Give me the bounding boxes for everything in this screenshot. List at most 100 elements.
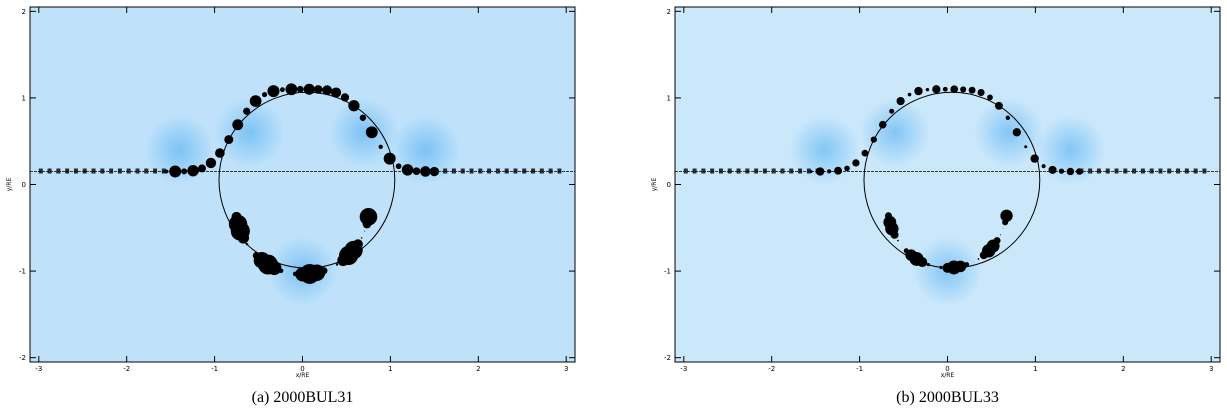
x-tick-label: 0 bbox=[945, 365, 949, 373]
y-tick-label: 0 bbox=[22, 181, 26, 189]
caustic-streak bbox=[1167, 168, 1172, 174]
caustic-streak bbox=[38, 168, 43, 174]
caustic-streak bbox=[135, 168, 140, 174]
x-tick-label: 2 bbox=[1121, 365, 1125, 373]
caustic-blob bbox=[359, 114, 367, 121]
caustic-streak bbox=[1132, 168, 1137, 174]
caustic-blob bbox=[914, 86, 923, 96]
x-tick-label: 1 bbox=[1033, 365, 1037, 373]
caustic-blob bbox=[359, 208, 378, 226]
panel: -3 -2 -1 0 1 2 3 -2 -1 0 1 2 x/RE y/RE (a) 2000BUL31 bbox=[6, 6, 576, 406]
caustic-streak bbox=[1202, 168, 1207, 174]
caustic-blob bbox=[320, 267, 328, 275]
caustic-blob bbox=[844, 165, 850, 172]
caustic-blob bbox=[187, 164, 199, 177]
caustic-streak bbox=[754, 168, 759, 174]
glow bbox=[859, 97, 930, 168]
caustic-blob bbox=[205, 157, 217, 169]
caustic-blob bbox=[977, 258, 980, 260]
caustic-blob bbox=[932, 85, 941, 94]
caustic-streak bbox=[495, 168, 500, 174]
caustic-blob bbox=[313, 85, 323, 94]
x-tick-label: -3 bbox=[35, 365, 42, 373]
x-tick-label: 0 bbox=[300, 365, 304, 373]
caustic-blob bbox=[907, 92, 912, 97]
glow bbox=[974, 97, 1045, 168]
caustic-blob bbox=[942, 86, 948, 92]
caustic-blob bbox=[296, 85, 304, 93]
caustic-blob bbox=[335, 263, 339, 266]
caustic-blob bbox=[237, 232, 250, 244]
caustic-blob bbox=[303, 83, 315, 95]
caustic-streak bbox=[1105, 168, 1110, 174]
caustic-streak bbox=[710, 168, 715, 174]
caustic-streak bbox=[1140, 168, 1145, 174]
caustic-blob bbox=[1002, 228, 1004, 230]
y-axis-label: y/RE bbox=[6, 178, 13, 192]
einstein-ring bbox=[218, 91, 396, 269]
y-tick-label: 1 bbox=[667, 94, 671, 102]
caustic-blob bbox=[261, 91, 268, 98]
x-tick-label: -1 bbox=[211, 365, 218, 373]
x-tick-label: -1 bbox=[856, 365, 863, 373]
caustic-blob bbox=[352, 239, 363, 250]
caustic-streak bbox=[56, 168, 61, 174]
caustic-streak bbox=[683, 168, 688, 174]
y-tick-label: 1 bbox=[22, 94, 26, 102]
caustic-blob bbox=[365, 126, 378, 139]
caustic-blob bbox=[420, 166, 431, 177]
caustic-blob bbox=[1012, 128, 1021, 137]
caustic-blob bbox=[993, 237, 1001, 245]
caustic-blob bbox=[308, 264, 326, 281]
caustic-streak bbox=[460, 168, 465, 174]
caustic-blob bbox=[278, 268, 284, 274]
caustic-blob bbox=[950, 85, 959, 94]
caustic-streak bbox=[153, 168, 158, 174]
caustic-streak bbox=[47, 168, 52, 174]
caustic-streak bbox=[762, 168, 767, 174]
caustic-streak bbox=[1149, 168, 1154, 174]
caustic-streak bbox=[780, 168, 785, 174]
x-axis-label: x/RE bbox=[296, 372, 310, 379]
caustic-blob bbox=[243, 107, 251, 115]
glow bbox=[329, 97, 400, 168]
x-tick-label: 1 bbox=[388, 365, 392, 373]
caustic-blob bbox=[378, 144, 383, 149]
caustic-streak bbox=[701, 168, 706, 174]
caustic-streak bbox=[1088, 168, 1093, 174]
caustic-blob bbox=[1000, 209, 1013, 222]
x-tick-label: -2 bbox=[768, 365, 775, 373]
caustic-streak bbox=[815, 168, 820, 174]
caustic-blob bbox=[852, 159, 860, 167]
panel: -3 -2 -1 0 1 2 3 -2 -1 0 1 2 x/RE y/RE (b) 2000BUL33 bbox=[651, 6, 1221, 406]
caustic-blob bbox=[861, 149, 869, 157]
caustic-blob bbox=[285, 83, 298, 96]
caustic-streak bbox=[469, 168, 474, 174]
caustic-blob bbox=[1005, 115, 1011, 121]
caustic-streak bbox=[531, 168, 536, 174]
caustic-blob bbox=[267, 85, 280, 98]
x-tick-label: -2 bbox=[123, 365, 130, 373]
caustic-blob bbox=[1024, 145, 1028, 149]
caustic-streak bbox=[109, 168, 114, 174]
caustic-streak bbox=[434, 168, 439, 174]
caustic-streak bbox=[504, 168, 509, 174]
caustic-blob bbox=[383, 152, 396, 165]
caustic-blob bbox=[1041, 164, 1046, 169]
caustic-blob bbox=[395, 163, 402, 170]
glow bbox=[789, 114, 860, 185]
caustic-streak bbox=[692, 168, 697, 174]
caustic-streak bbox=[161, 168, 166, 174]
caustic-streak bbox=[557, 168, 562, 174]
caustic-blob bbox=[198, 164, 206, 173]
caustic-blob bbox=[987, 94, 993, 101]
caustic-streak bbox=[117, 168, 122, 174]
caustic-blob bbox=[960, 86, 967, 93]
caustic-blob bbox=[954, 260, 967, 273]
caustic-streak bbox=[1079, 168, 1084, 174]
caustic-blob bbox=[360, 237, 363, 239]
map-background bbox=[30, 7, 575, 362]
caustic-streak bbox=[170, 168, 175, 174]
caustic-blob bbox=[364, 230, 366, 232]
